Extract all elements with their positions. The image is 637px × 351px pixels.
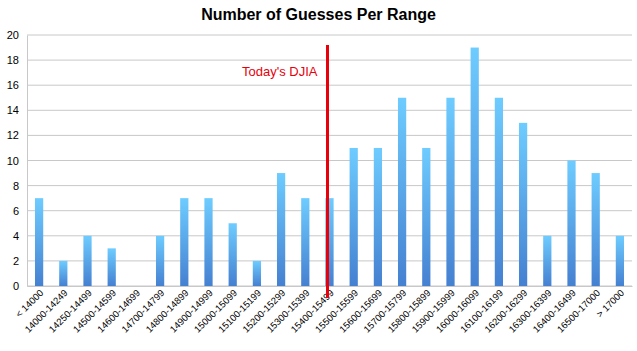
y-tick-label: 6 [13,205,19,217]
y-tick: 0 [13,280,27,292]
grid-line [27,185,632,186]
y-tick: 2 [13,255,27,267]
y-tick-label: 12 [7,129,19,141]
annotation-text: Today's DJIA [242,64,318,79]
annotation-line [326,45,329,298]
bar [59,261,67,286]
title: Number of Guesses Per Range [201,6,436,23]
y-tick: 14 [7,104,27,116]
bar [592,173,600,286]
bar [132,286,140,287]
bar [350,148,358,286]
bar [277,173,285,286]
y-tick: 8 [13,180,27,192]
bar [567,161,575,287]
y-tick-label: 16 [7,79,19,91]
bar [204,198,212,286]
annotation: Today's DJIA [242,45,327,298]
y-tick: 12 [7,129,27,141]
grid-line [27,110,632,111]
bars [35,48,624,286]
bar [616,236,624,286]
y-tick-label: 14 [7,104,19,116]
y-tick-label: 8 [13,180,19,192]
bar [398,98,406,286]
y-tick-label: 0 [13,280,19,292]
x-tick: > 17000 [594,286,626,319]
y-axis: 0 2 4 6 8 10 12 14 16 18 20 [7,29,28,292]
bar [83,236,91,286]
bar [253,261,261,286]
x-tick-label: > 17000 [594,287,626,319]
bar [229,223,237,286]
bar [156,236,164,286]
bar [495,98,503,286]
y-tick: 16 [7,79,27,91]
chart: Number of Guesses Per Range 0 2 4 6 8 10 12 14 16… [0,0,637,351]
x-axis-line [28,286,633,287]
grid-line [27,160,632,161]
bar [446,98,454,286]
y-tick: 20 [7,29,27,41]
y-tick-label: 10 [7,155,19,167]
y-tick-label: 4 [13,230,19,242]
bar [422,148,430,286]
bar [374,148,382,286]
grid-line [27,135,632,136]
grid [27,35,632,286]
bar [35,198,43,286]
grid-line [27,35,632,36]
y-tick-label: 20 [7,29,19,41]
bar [543,236,551,286]
bar [180,198,188,286]
bar [519,123,527,286]
bar [301,198,309,286]
x-axis: < 1400014000-1424914250-1449914500-14599… [13,286,632,335]
grid-line [27,60,632,61]
y-tick-label: 18 [7,54,19,66]
y-axis-line [27,36,28,287]
bar [108,248,116,286]
y-tick-label: 2 [13,255,19,267]
y-tick: 6 [13,205,27,217]
y-tick: 18 [7,54,27,66]
y-tick: 4 [13,230,27,242]
y-tick: 10 [7,155,27,167]
grid-line [27,85,632,86]
bar [471,48,479,286]
